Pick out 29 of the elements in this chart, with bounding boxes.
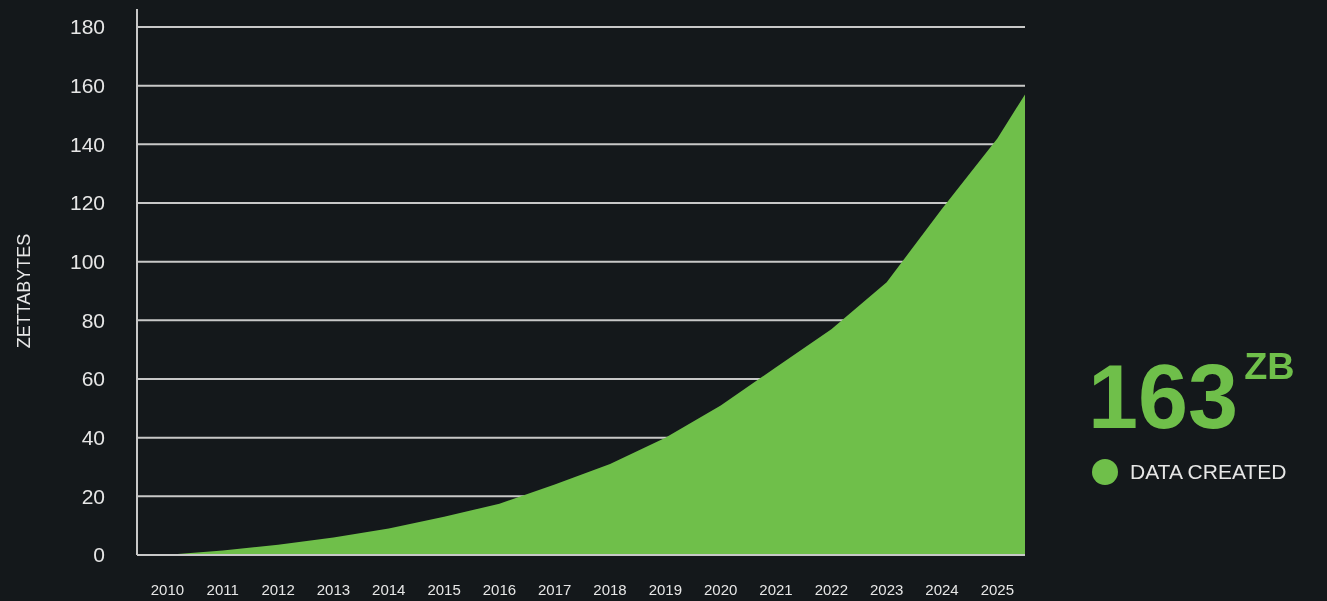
y-tick-label: 100	[69, 250, 105, 274]
y-tick-label: 80	[81, 308, 105, 332]
x-tick-label: 2016	[482, 581, 517, 599]
x-tick-label: 2025	[980, 581, 1015, 599]
y-tick-label: 20	[81, 484, 105, 508]
x-tick-label: 2024	[925, 581, 959, 599]
text: 163$^{ZB}$	[1088, 344, 1295, 447]
y-tick-label: 180	[69, 15, 105, 39]
x-tick-label: 2021	[759, 581, 793, 599]
x-tick-label: 2018	[593, 581, 627, 599]
y-tick-label: 120	[69, 191, 105, 215]
x-tick-label: 2013	[316, 581, 351, 599]
y-tick-label: 140	[69, 132, 105, 156]
x-tick-label: 2022	[814, 581, 849, 599]
x-tick-label: 2015	[427, 581, 461, 599]
legend-label: DATA CREATED	[1130, 460, 1287, 484]
x-tick-label: 2010	[150, 581, 185, 599]
x-tick-label: 2020	[704, 581, 738, 599]
x-tick-label: 2014	[372, 581, 406, 599]
y-tick-label: 60	[81, 367, 105, 391]
y-axis-title: ZETTABYTES	[14, 233, 34, 349]
x-tick-label: 2019	[648, 581, 683, 599]
y-tick-label: 0	[93, 543, 105, 567]
x-tick-label: 2017	[538, 581, 572, 599]
x-tick-label: 2012	[261, 581, 295, 599]
y-tick-label: 160	[69, 74, 105, 98]
y-tick-label: 40	[81, 426, 105, 450]
x-tick-label: 2011	[206, 581, 239, 599]
x-tick-label: 2023	[869, 581, 904, 599]
